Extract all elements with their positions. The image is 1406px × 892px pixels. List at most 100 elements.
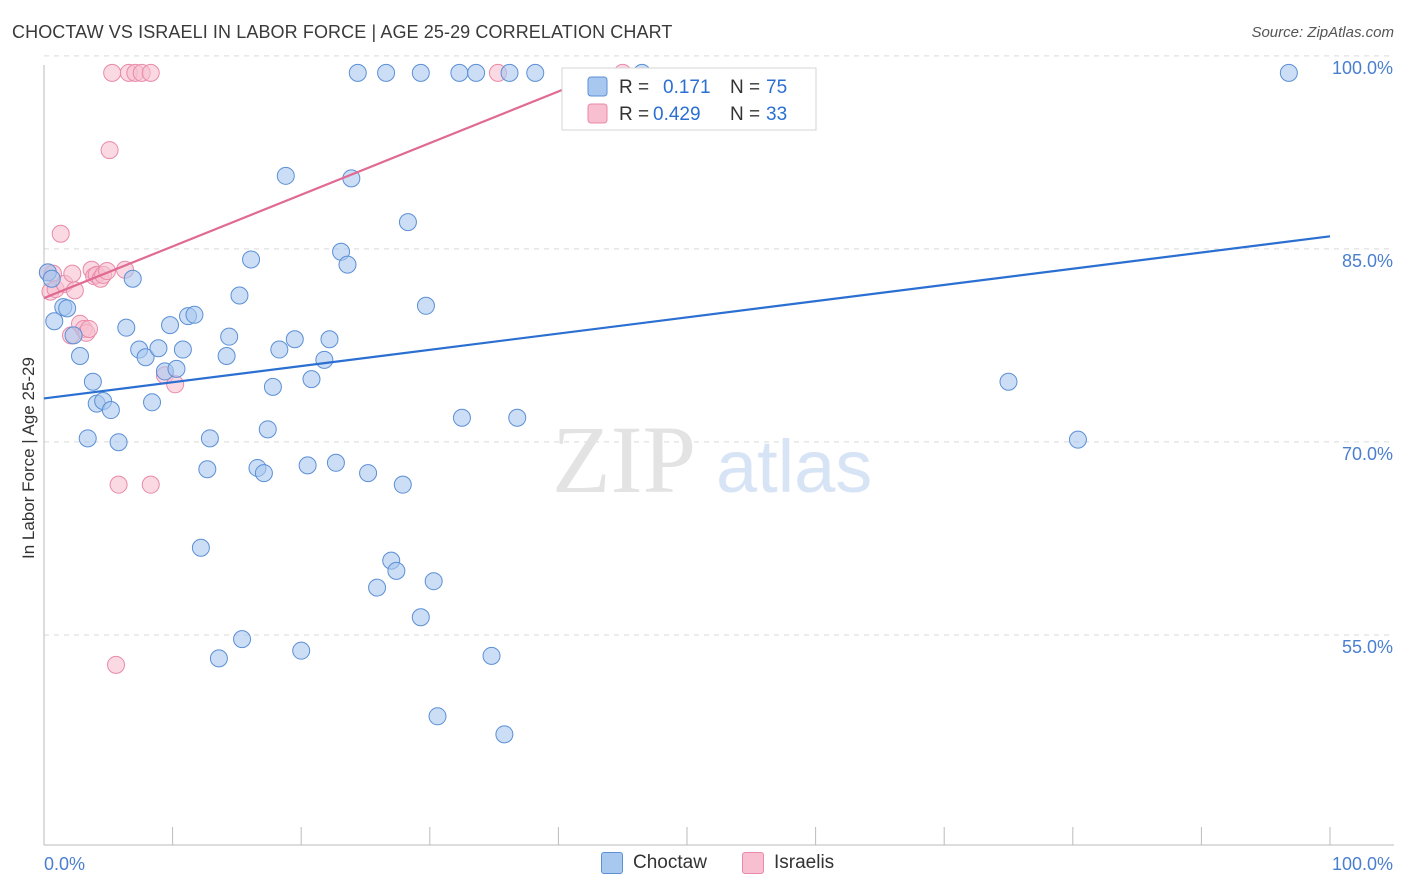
choctaw-point — [161, 316, 180, 335]
israelis-point — [141, 475, 160, 494]
israelis-point — [63, 264, 82, 283]
trend-line-israelis — [43, 71, 606, 300]
choctaw-point — [167, 359, 186, 378]
choctaw-point — [198, 460, 217, 479]
choctaw-point — [500, 63, 519, 82]
legend-r-value-1: 0.171 — [663, 77, 711, 98]
choctaw-point — [467, 63, 486, 82]
choctaw-point — [185, 305, 204, 324]
choctaw-point — [377, 63, 396, 82]
legend-r-value-2: 0.429 — [653, 104, 701, 125]
choctaw-point — [143, 393, 162, 412]
gridlines — [44, 55, 1394, 636]
choctaw-point — [200, 429, 219, 448]
axes — [43, 65, 1394, 846]
choctaw-point — [83, 372, 102, 391]
choctaw-point — [285, 330, 304, 349]
choctaw-point — [233, 630, 252, 649]
israelis-swatch-icon — [742, 852, 764, 874]
bottom-legend-choctaw-label: Choctaw — [633, 852, 707, 873]
chart-title: CHOCTAW VS ISRAELI IN LABOR FORCE | AGE … — [12, 22, 673, 42]
choctaw-point — [276, 166, 295, 185]
bottom-legend-choctaw[interactable]: Choctaw — [601, 852, 707, 874]
choctaw-point — [258, 420, 277, 439]
watermark: ZIP atlas — [552, 406, 872, 513]
legend-n-label-1: N = — [730, 77, 760, 98]
choctaw-point — [109, 433, 128, 452]
israelis-point — [109, 475, 128, 494]
choctaw-point — [393, 475, 412, 494]
y-tick-label: 100.0% — [1332, 58, 1393, 78]
legend-n-label-2: N = — [730, 104, 760, 125]
choctaw-point — [368, 578, 387, 597]
choctaw-point — [428, 707, 447, 726]
y-tick-label: 70.0% — [1342, 444, 1393, 464]
choctaw-point — [452, 408, 471, 427]
legend-n-value-2: 33 — [766, 104, 787, 125]
choctaw-point — [359, 464, 378, 483]
israelis-point — [141, 63, 160, 82]
trend-line-choctaw — [43, 235, 1331, 400]
choctaw-point — [416, 296, 435, 315]
series-choctaw-points — [38, 63, 1298, 744]
choctaw-point — [411, 608, 430, 627]
choctaw-point — [1279, 63, 1298, 82]
choctaw-point — [230, 286, 249, 305]
choctaw-point — [298, 456, 317, 475]
choctaw-point — [42, 269, 61, 288]
choctaw-point — [398, 213, 417, 232]
choctaw-point — [254, 464, 273, 483]
choctaw-point — [217, 346, 236, 365]
choctaw-point — [338, 255, 357, 274]
choctaw-point — [315, 350, 334, 369]
choctaw-point — [123, 269, 142, 288]
legend-swatch-israelis — [587, 103, 608, 124]
legend-n-value-1: 75 — [766, 77, 787, 98]
choctaw-point — [482, 646, 501, 665]
choctaw-point — [320, 330, 339, 349]
choctaw-point — [209, 649, 228, 668]
watermark-zip: ZIP — [552, 406, 696, 513]
bottom-legend-israelis-label: Israelis — [774, 852, 835, 873]
trend-lines — [43, 71, 1331, 400]
legend-box: R = 0.171 N = 75 R = 0.429 N = 33 — [561, 67, 817, 131]
choctaw-point — [508, 408, 527, 427]
y-tick-label: 85.0% — [1342, 251, 1393, 271]
choctaw-point — [220, 327, 239, 346]
choctaw-point — [302, 370, 321, 389]
choctaw-point — [71, 346, 90, 365]
choctaw-point — [242, 250, 261, 269]
israelis-point — [100, 141, 119, 160]
choctaw-point — [136, 348, 155, 367]
choctaw-point — [78, 429, 97, 448]
israelis-point — [51, 224, 70, 243]
choctaw-point — [191, 538, 210, 557]
choctaw-point — [101, 401, 120, 420]
choctaw-point — [117, 318, 136, 337]
choctaw-point — [263, 377, 282, 396]
choctaw-point — [270, 340, 289, 359]
choctaw-point — [526, 63, 545, 82]
israelis-point — [103, 63, 122, 82]
choctaw-point — [495, 725, 514, 744]
choctaw-point — [450, 63, 469, 82]
israelis-point — [107, 655, 126, 674]
legend-r-label-2: R = — [619, 104, 649, 125]
x-tick-label: 0.0% — [44, 854, 85, 874]
choctaw-point — [149, 339, 168, 358]
choctaw-point — [424, 572, 443, 591]
choctaw-point — [58, 299, 77, 318]
choctaw-point — [1068, 430, 1087, 449]
choctaw-point — [348, 63, 367, 82]
legend-swatch-choctaw — [587, 76, 608, 97]
y-tick-label: 55.0% — [1342, 637, 1393, 657]
israelis-point — [80, 319, 99, 338]
source-credit: Source: ZipAtlas.com — [1251, 24, 1394, 41]
choctaw-point — [387, 561, 406, 580]
choctaw-point — [173, 340, 192, 359]
bottom-legend-israelis[interactable]: Israelis — [742, 852, 834, 874]
choctaw-point — [64, 326, 83, 345]
legend-r-label-1: R = — [619, 77, 649, 98]
israelis-point — [65, 281, 84, 300]
